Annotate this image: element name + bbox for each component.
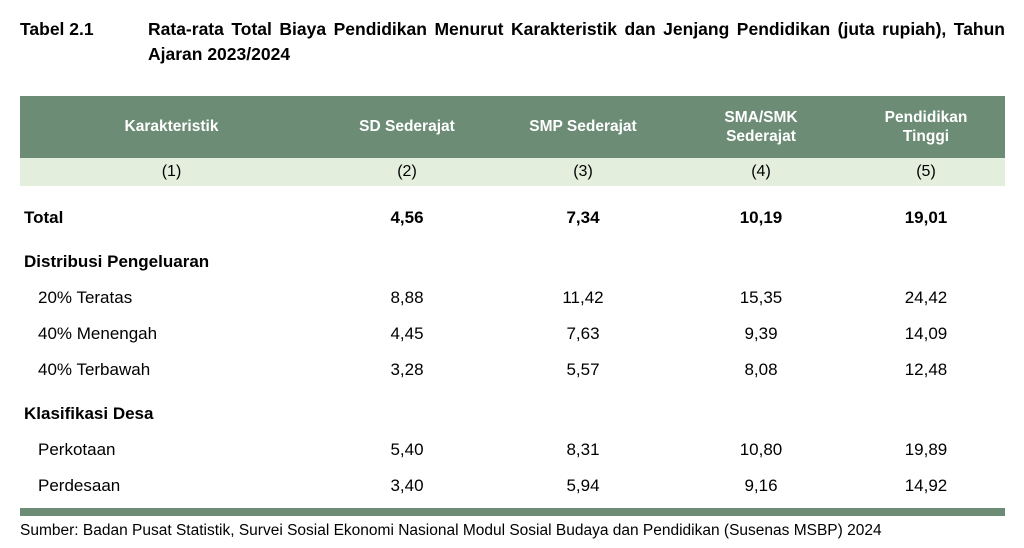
- cell-value: [323, 244, 491, 280]
- table-body: Total 4,56 7,34 10,19 19,01 Distribusi Pengel…: [20, 186, 1005, 504]
- table-title: Rata-rata Total Biaya Pendidikan Menurut…: [148, 19, 1005, 64]
- column-header: SMP Sederajat: [529, 118, 637, 136]
- table-row: Distribusi Pengeluaran: [20, 244, 1005, 280]
- cell-value: 12,48: [904, 360, 948, 379]
- cell-value: 5,57: [566, 360, 600, 379]
- cell-value: 9,39: [744, 324, 778, 343]
- row-label: 40% Menengah: [38, 324, 158, 343]
- cell-value: 14,92: [904, 476, 948, 495]
- table-row: 20% Teratas 8,88 11,42 15,35 24,42: [20, 280, 1005, 316]
- cell-value: [491, 396, 675, 432]
- row-label: Klasifikasi Desa: [24, 404, 154, 423]
- column-index-label: (2): [397, 163, 417, 180]
- cell-value: 8,08: [744, 360, 778, 379]
- row-label: 20% Teratas: [38, 288, 133, 307]
- table-row: 40% Terbawah 3,28 5,57 8,08 12,48: [20, 352, 1005, 388]
- table-row: Klasifikasi Desa: [20, 396, 1005, 432]
- row-label: Total: [24, 208, 64, 227]
- row-label: Perdesaan: [38, 476, 121, 495]
- table-row: Total 4,56 7,34 10,19 19,01: [20, 200, 1005, 236]
- column-header: SD Sederajat: [359, 118, 455, 136]
- column-index-row: (1) (2) (3) (4) (5): [20, 158, 1005, 186]
- cell-value: 9,16: [744, 476, 778, 495]
- column-header: SMA/SMK Sederajat: [724, 108, 798, 145]
- cell-value: 8,88: [390, 288, 424, 307]
- cell-value: [675, 244, 847, 280]
- column-index-label: (1): [161, 163, 182, 180]
- cell-value: [847, 244, 1005, 280]
- row-label: 40% Terbawah: [38, 360, 151, 379]
- cell-value: 4,45: [390, 324, 424, 343]
- cell-value: 14,09: [904, 324, 948, 343]
- table-number: Tabel 2.1: [20, 19, 94, 39]
- table-row: Perdesaan 3,40 5,94 9,16 14,92: [20, 468, 1005, 504]
- cell-value: 11,42: [562, 288, 604, 307]
- column-header: Karakteristik: [124, 118, 219, 136]
- cell-value: 5,94: [566, 476, 600, 495]
- cell-value: [847, 396, 1005, 432]
- cell-value: [323, 396, 491, 432]
- row-label: Distribusi Pengeluaran: [24, 252, 210, 271]
- table-row: Perkotaan 5,40 8,31 10,80 19,89: [20, 432, 1005, 468]
- cell-value: 10,19: [739, 208, 783, 227]
- source-note: Sumber: Badan Pusat Statistik, Survei So…: [20, 522, 882, 539]
- cell-value: 3,40: [390, 476, 424, 495]
- column-header: Pendidikan Tinggi: [884, 108, 968, 145]
- statistics-table: Karakteristik SD Sederajat SMP Sederajat SM…: [20, 96, 1005, 504]
- cell-value: 15,35: [739, 288, 783, 307]
- table-row: 40% Menengah 4,45 7,63 9,39 14,09: [20, 316, 1005, 352]
- cell-value: [675, 396, 847, 432]
- cell-value: 3,28: [390, 360, 424, 379]
- cell-value: 5,40: [390, 440, 424, 459]
- cell-value: 24,42: [904, 288, 948, 307]
- cell-value: 19,89: [904, 440, 948, 459]
- cell-value: 7,34: [566, 208, 600, 227]
- cell-value: 19,01: [904, 208, 948, 227]
- cell-value: 7,63: [566, 324, 600, 343]
- column-index-label: (4): [751, 163, 771, 180]
- cell-value: 8,31: [566, 440, 600, 459]
- table-bottom-rule: [20, 508, 1005, 516]
- column-index-label: (5): [916, 163, 936, 180]
- header-row: Karakteristik SD Sederajat SMP Sederajat SM…: [20, 96, 1005, 158]
- column-index-label: (3): [573, 163, 593, 180]
- cell-value: 4,56: [390, 208, 424, 227]
- table-title-block: Tabel 2.1 Rata-rata Total Biaya Pendidik…: [20, 17, 1005, 67]
- row-label: Perkotaan: [38, 440, 116, 459]
- cell-value: [491, 244, 675, 280]
- cell-value: 10,80: [739, 440, 783, 459]
